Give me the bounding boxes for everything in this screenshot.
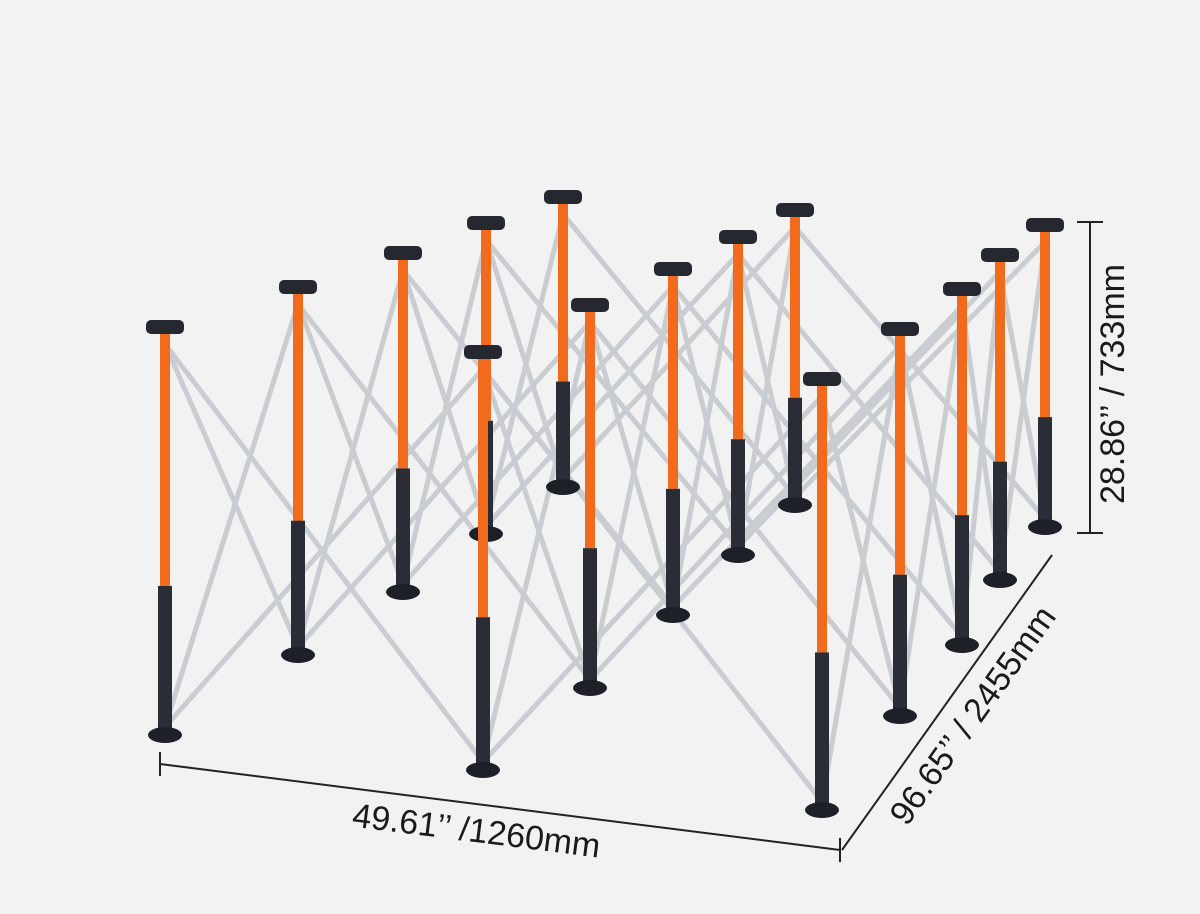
leg-cap bbox=[803, 372, 841, 386]
leg-cap bbox=[544, 190, 582, 204]
brace bbox=[587, 321, 676, 608]
leg-cap bbox=[981, 248, 1019, 262]
brace bbox=[400, 239, 489, 585]
leg-lower bbox=[893, 574, 907, 716]
brace bbox=[735, 226, 798, 548]
leg-cap bbox=[384, 246, 422, 260]
leg-lower bbox=[993, 461, 1007, 580]
brace bbox=[670, 285, 741, 548]
leg-upper bbox=[160, 332, 170, 586]
brace bbox=[162, 342, 301, 649]
leg-cap bbox=[279, 280, 317, 294]
leg-foot bbox=[466, 762, 500, 778]
leg-lower bbox=[1038, 417, 1052, 527]
leg-foot bbox=[573, 680, 607, 696]
leg-lower bbox=[396, 468, 410, 592]
leg-upper bbox=[481, 228, 491, 421]
leg-foot bbox=[281, 647, 315, 663]
leg-cap bbox=[467, 216, 505, 230]
brace bbox=[296, 320, 592, 649]
leg-lower bbox=[476, 617, 490, 770]
leg-upper bbox=[957, 294, 967, 516]
leg-foot bbox=[386, 584, 420, 600]
leg-foot bbox=[656, 607, 690, 623]
leg-cap bbox=[571, 298, 609, 312]
brace bbox=[561, 225, 797, 481]
brace bbox=[483, 239, 566, 480]
height-label: 28.86’’ / 733mm bbox=[1094, 264, 1132, 504]
brace bbox=[587, 285, 676, 681]
leg-cap bbox=[464, 345, 502, 359]
brace bbox=[295, 303, 406, 585]
leg-upper bbox=[895, 334, 905, 575]
brace bbox=[162, 303, 301, 728]
leg-lower bbox=[788, 397, 802, 505]
leg-upper bbox=[1040, 230, 1050, 418]
leg-foot bbox=[945, 637, 979, 653]
brace bbox=[670, 253, 741, 608]
leg-upper bbox=[293, 292, 303, 521]
brace bbox=[819, 345, 903, 803]
leg-foot bbox=[721, 547, 755, 563]
leg-lower bbox=[291, 520, 305, 655]
legs bbox=[146, 190, 1064, 818]
leg-upper bbox=[995, 260, 1005, 462]
leg-lower bbox=[666, 488, 680, 615]
brace bbox=[484, 252, 740, 528]
brace bbox=[897, 305, 965, 709]
brace bbox=[295, 269, 406, 648]
leg-upper bbox=[790, 215, 800, 398]
leg-lower bbox=[955, 515, 969, 645]
leg-lower bbox=[815, 652, 829, 810]
leg-upper bbox=[817, 384, 827, 653]
leg-cap bbox=[654, 262, 692, 276]
leg-foot bbox=[883, 708, 917, 724]
leg-upper bbox=[733, 242, 743, 440]
leg-foot bbox=[546, 479, 580, 495]
brace bbox=[296, 302, 592, 682]
depth-line bbox=[841, 554, 1053, 851]
leg-upper bbox=[668, 274, 678, 489]
leg-foot bbox=[983, 572, 1017, 588]
leg-upper bbox=[398, 258, 408, 469]
brace bbox=[483, 213, 566, 527]
leg-lower bbox=[158, 585, 172, 735]
brace bbox=[401, 284, 675, 586]
leg-upper bbox=[585, 310, 595, 549]
leg-cap bbox=[146, 320, 184, 334]
leg-cap bbox=[943, 282, 981, 296]
leg-foot bbox=[805, 802, 839, 818]
leg-foot bbox=[148, 727, 182, 743]
leg-foot bbox=[778, 497, 812, 513]
dimension-lines bbox=[159, 221, 1103, 862]
brace bbox=[400, 269, 489, 527]
leg-cap bbox=[776, 203, 814, 217]
leg-lower bbox=[731, 439, 745, 555]
leg-cap bbox=[1026, 218, 1064, 232]
brace bbox=[997, 241, 1048, 573]
leg-lower bbox=[556, 381, 570, 487]
width-line bbox=[159, 763, 841, 851]
leg-cap bbox=[881, 322, 919, 336]
leg-upper bbox=[558, 202, 568, 382]
leg-cap bbox=[719, 230, 757, 244]
leg-upper bbox=[478, 357, 488, 618]
leg-lower bbox=[583, 548, 597, 688]
leg-foot bbox=[1028, 519, 1062, 535]
